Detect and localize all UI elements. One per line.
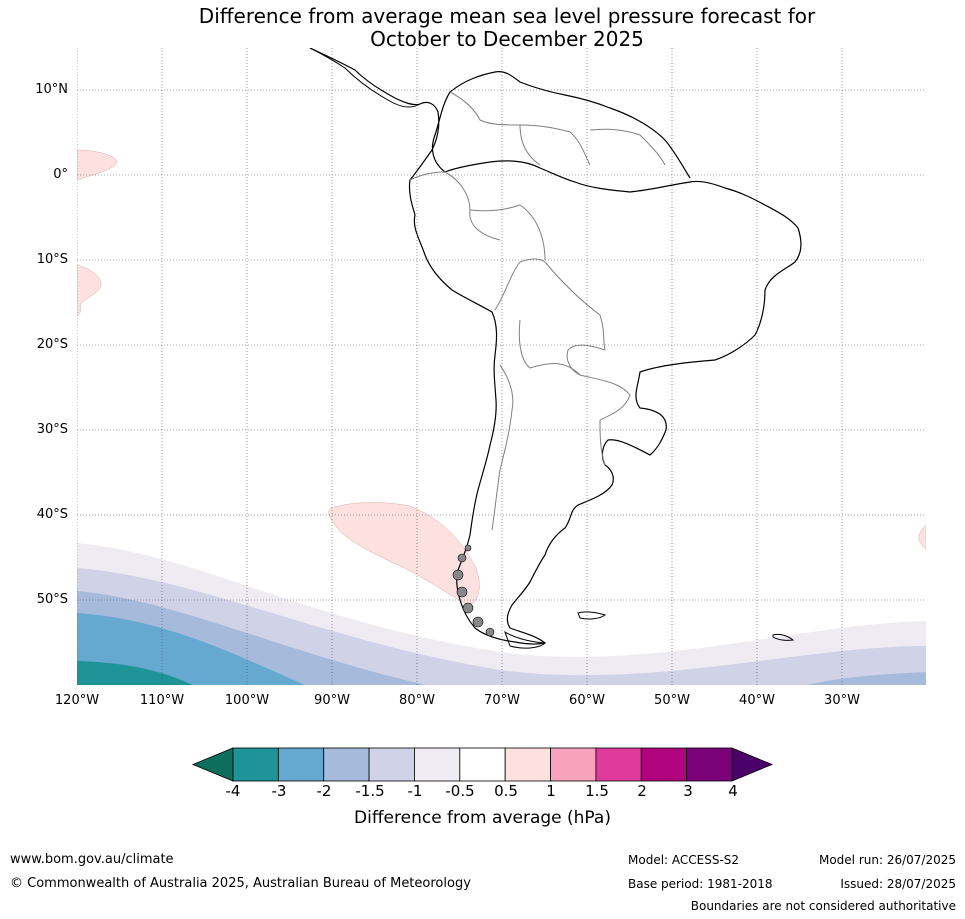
colorbar-cell [414,747,461,782]
south-georgia [772,633,795,641]
lat-label-40s: 40°S [36,507,68,522]
colorbar-tick-1.5: 1.5 [585,782,609,800]
website-link[interactable]: www.bom.gov.au/climate [10,852,174,867]
colorbar-cell [232,747,279,782]
colorbar-cell [323,747,370,782]
lon-label-90w: 90°W [314,693,350,708]
colorbar-cell [368,747,415,782]
colorbar [191,747,774,782]
colorbar-tick-4: 4 [728,782,738,800]
lon-label-60w: 60°W [569,693,605,708]
colorbar-cell [504,747,551,782]
map-title-line1: Difference from average mean sea level p… [198,4,816,28]
colorbar-extension-low [191,747,234,782]
copyright-text: © Commonwealth of Australia 2025, Austra… [10,876,471,891]
anomaly-patch-plus-0.5-equator [77,149,118,181]
colorbar-title: Difference from average (hPa) [354,808,611,828]
lon-label-100w: 100°W [224,693,270,708]
boundaries-disclaimer: Boundaries are not considered authoritat… [690,899,956,913]
national-borders [409,91,666,531]
lat-label-0: 0° [53,167,68,182]
colorbar-tick-minus-3: -3 [271,782,287,800]
lat-label-10s: 10°S [36,252,68,267]
lon-label-80w: 80°W [399,693,435,708]
colorbar-tick-minus-1: -1 [407,782,423,800]
colorbar-cell [595,747,642,782]
lon-label-110w: 110°W [139,693,185,708]
colorbar-tick-2: 2 [637,782,647,800]
tierra-del-fuego [504,630,547,649]
lat-label-50s: 50°S [36,592,68,607]
map-title-line2: October to December 2025 [370,27,644,51]
colorbar-tick-minus-4: -4 [225,782,241,800]
chilean-archipelago [452,544,495,637]
lon-label-70w: 70°W [484,693,520,708]
lat-label-20s: 20°S [36,337,68,352]
colorbar-tick-1: 1 [546,782,556,800]
lon-label-30w: 30°W [824,693,860,708]
lon-label-120w: 120°W [54,693,100,708]
anomaly-band-minus-1.5 [77,591,926,685]
anomaly-patch-plus-0.5-east [918,524,926,550]
colorbar-tick-minus-2: -2 [316,782,332,800]
lon-label-40w: 40°W [739,693,775,708]
south-america-coastline [309,48,802,645]
colorbar-tick-3: 3 [683,782,693,800]
colorbar-extension-high [731,747,774,782]
colorbar-cell [277,747,325,782]
lat-label-30s: 30°S [36,422,68,437]
colorbar-cell [550,747,597,782]
falkland-islands [577,611,607,620]
colorbar-tick-minus-0.5: -0.5 [445,782,475,800]
colorbar-cell [640,747,688,782]
lat-label-10n: 10°N [35,82,68,97]
lon-label-50w: 50°W [654,693,690,708]
model-run-date: Model run: 26/07/2025 [818,853,956,867]
graticule [77,48,926,685]
colorbar-tick-0.5: 0.5 [494,782,518,800]
colorbar-tick-minus-1.5: -1.5 [355,782,385,800]
colorbar-cell [686,747,733,782]
issued-date: Issued: 28/07/2025 [840,877,956,891]
forecast-map [77,48,926,685]
anomaly-patch-plus-0.5-west [77,264,102,317]
central-america-coastline [309,48,421,108]
colorbar-cell [459,747,506,782]
model-name: Model: ACCESS-S2 [628,853,740,867]
base-period: Base period: 1981-2018 [628,877,773,891]
anomaly-band-minus-3 [77,661,193,685]
